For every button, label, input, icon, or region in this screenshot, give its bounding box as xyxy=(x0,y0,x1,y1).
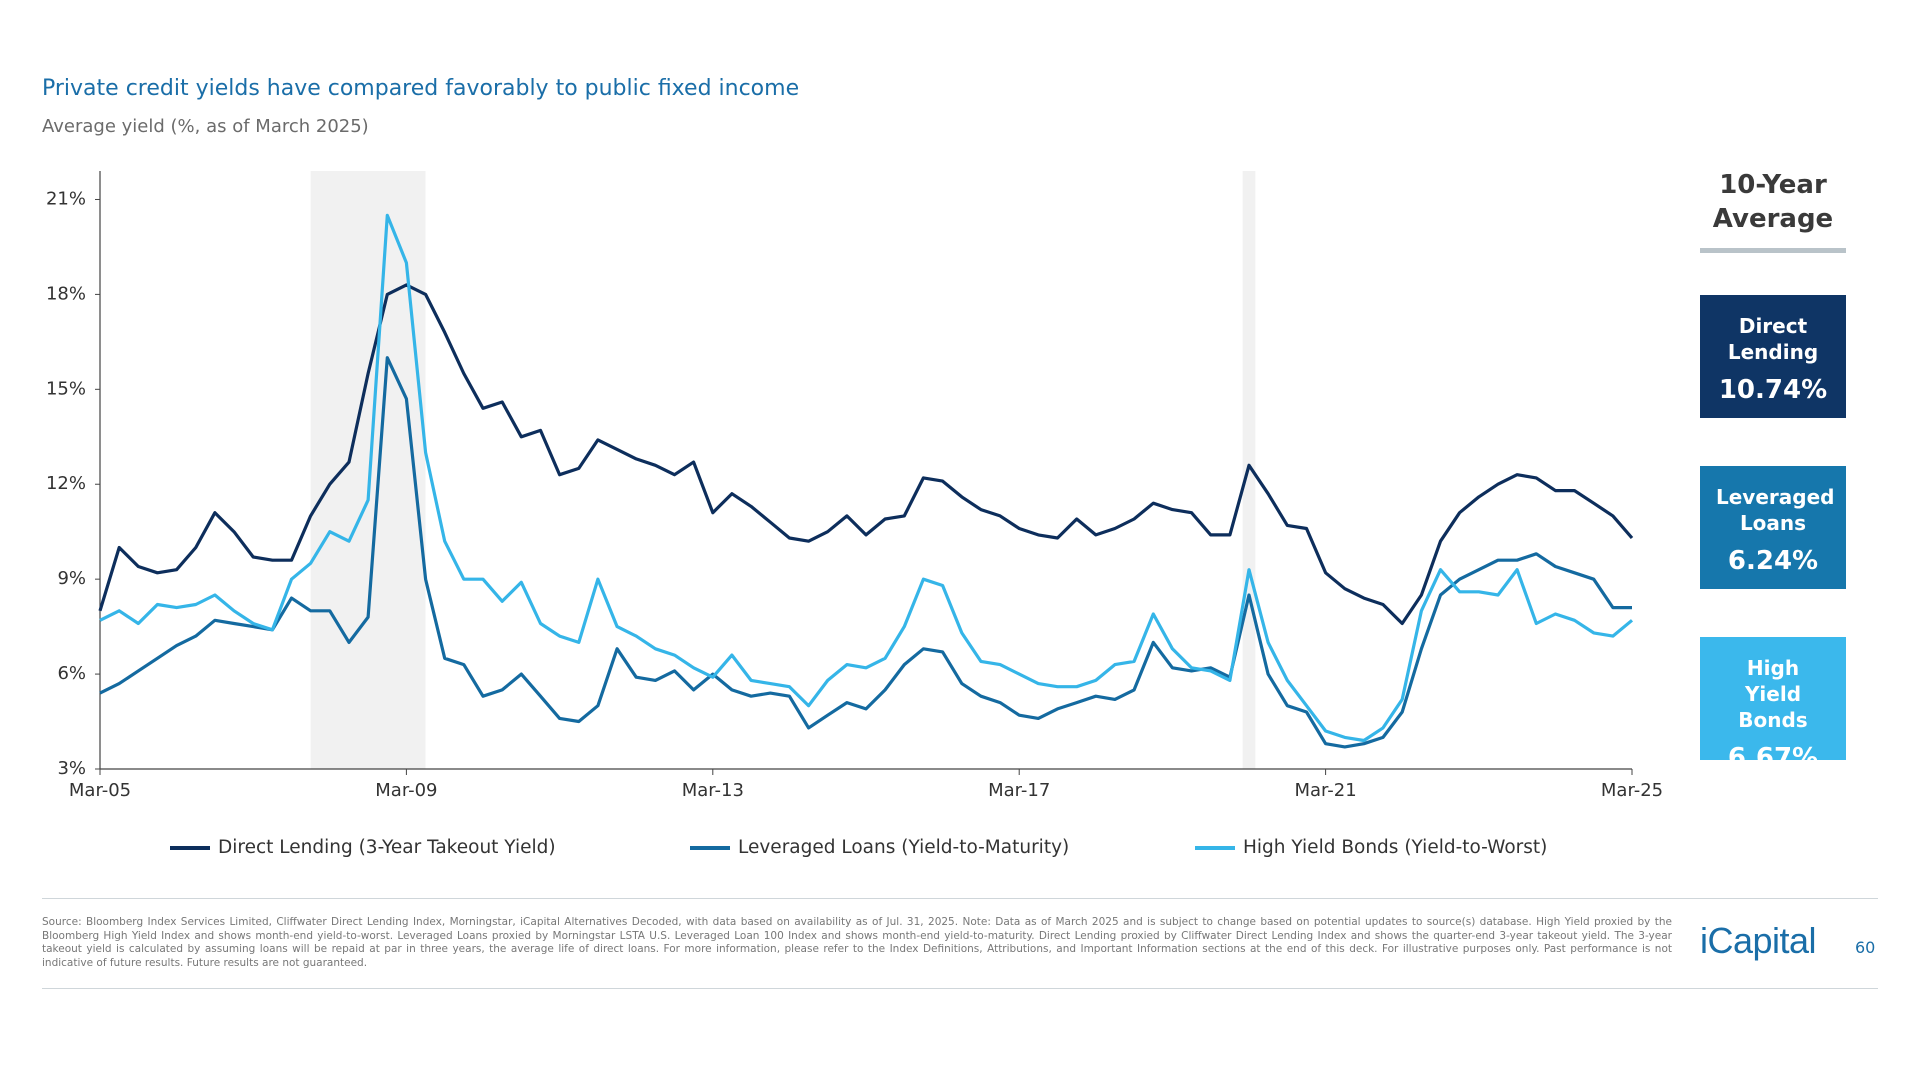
divider xyxy=(42,898,1878,899)
x-tick-label: Mar-09 xyxy=(375,780,437,801)
x-tick-label: Mar-25 xyxy=(1601,780,1663,801)
series-line xyxy=(99,356,1632,749)
recession-band xyxy=(310,171,426,769)
y-tick-label: 12% xyxy=(46,473,86,494)
series-line xyxy=(98,283,1634,626)
average-label: High Yield Bonds xyxy=(1738,656,1808,732)
series-line xyxy=(99,213,1634,743)
average-box: Direct Lending 10.74% xyxy=(1700,295,1846,418)
legend-label: Direct Lending (3-Year Takeout Yield) xyxy=(218,837,556,858)
legend-label: High Yield Bonds (Yield-to-Worst) xyxy=(1243,837,1547,858)
source-note: Source: Bloomberg Index Services Limited… xyxy=(42,916,1672,969)
y-tick-label: 21% xyxy=(46,188,86,209)
x-tick-label: Mar-17 xyxy=(988,780,1050,801)
y-tick-label: 6% xyxy=(57,663,86,684)
y-tick-label: 15% xyxy=(46,378,86,399)
y-tick-label: 9% xyxy=(57,568,86,589)
x-tick-label: Mar-13 xyxy=(682,780,744,801)
page-number: 60 xyxy=(1855,938,1876,957)
average-box: Leveraged Loans 6.24% xyxy=(1700,466,1846,589)
average-label: Direct Lending xyxy=(1727,314,1819,364)
average-value: 6.67% xyxy=(1727,743,1819,773)
panel-divider xyxy=(1700,248,1846,253)
legend-label: Leveraged Loans (Yield-to-Maturity) xyxy=(738,837,1069,858)
chart-subtitle: Average yield (%, as of March 2025) xyxy=(42,116,369,137)
average-box: High Yield Bonds 6.67% xyxy=(1700,637,1846,773)
panel-title: 10-Year Average xyxy=(1712,170,1834,234)
average-value: 10.74% xyxy=(1718,375,1828,405)
chart-title: Private credit yields have compared favo… xyxy=(42,76,800,101)
divider xyxy=(42,988,1878,989)
logo: iCapital xyxy=(1700,920,1817,961)
average-value: 6.24% xyxy=(1727,546,1819,576)
y-tick-label: 18% xyxy=(46,283,86,304)
x-tick-label: Mar-05 xyxy=(69,780,131,801)
chart: 3% 6% 9% 12% 15% 18% 21% Mar-05 Mar-09 Mar-13 Mar-… xyxy=(46,171,1663,858)
average-label: Leveraged Loans xyxy=(1716,485,1835,535)
y-tick-label: 3% xyxy=(57,758,86,779)
x-tick-label: Mar-21 xyxy=(1294,780,1356,801)
